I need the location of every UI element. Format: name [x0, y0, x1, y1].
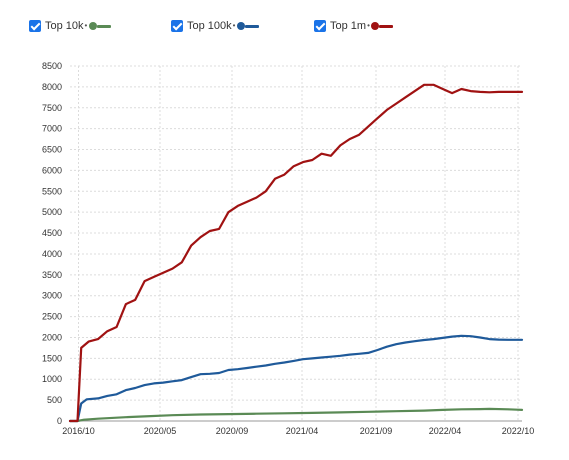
y-tick-label: 7500 [42, 103, 62, 113]
y-tick-label: 5500 [42, 186, 62, 196]
y-tick-label: 3000 [42, 291, 62, 301]
x-tick-label: 2022/10 [502, 426, 535, 436]
checkbox-icon[interactable] [171, 20, 183, 32]
y-tick-label: 1500 [42, 353, 62, 363]
y-tick-label: 5000 [42, 207, 62, 217]
x-tick-label: 2016/10 [62, 426, 95, 436]
y-tick-label: 500 [47, 395, 62, 405]
y-tick-label: 2000 [42, 332, 62, 342]
y-tick-label: 6500 [42, 145, 62, 155]
legend-label: Top 100k [187, 20, 232, 32]
legend-label: Top 1m [330, 20, 367, 32]
x-tick-label: 2020/05 [144, 426, 177, 436]
legend-item-top-1m[interactable]: Top 1m • [314, 18, 394, 34]
legend-swatch: • [233, 20, 259, 32]
legend: Top 10k • Top 100k • Top 1m • [0, 10, 569, 40]
y-tick-label: 8000 [42, 82, 62, 92]
y-tick-label: 1000 [42, 374, 62, 384]
y-tick-label: 4000 [42, 249, 62, 259]
y-tick-label: 7000 [42, 124, 62, 134]
legend-swatch: • [85, 20, 111, 32]
y-tick-label: 6000 [42, 165, 62, 175]
checkbox-icon[interactable] [314, 20, 326, 32]
series-line-top-1m [68, 83, 524, 423]
x-tick-label: 2022/04 [429, 426, 462, 436]
x-tick-label: 2020/09 [216, 426, 249, 436]
y-tick-label: 4500 [42, 228, 62, 238]
y-tick-label: 0 [57, 416, 62, 426]
legend-item-top-10k[interactable]: Top 10k • [29, 18, 111, 34]
y-tick-label: 3500 [42, 270, 62, 280]
legend-label: Top 10k [45, 20, 84, 32]
x-tick-label: 2021/04 [286, 426, 319, 436]
legend-item-top-100k[interactable]: Top 100k • [171, 18, 259, 34]
legend-swatch: • [367, 20, 394, 32]
y-tick-label: 2500 [42, 312, 62, 322]
series-line-top-10k [68, 407, 524, 423]
x-tick-label: 2021/09 [360, 426, 393, 436]
y-tick-label: 8500 [42, 61, 62, 71]
series-line-top-100k [68, 334, 524, 423]
checkbox-icon[interactable] [29, 20, 41, 32]
